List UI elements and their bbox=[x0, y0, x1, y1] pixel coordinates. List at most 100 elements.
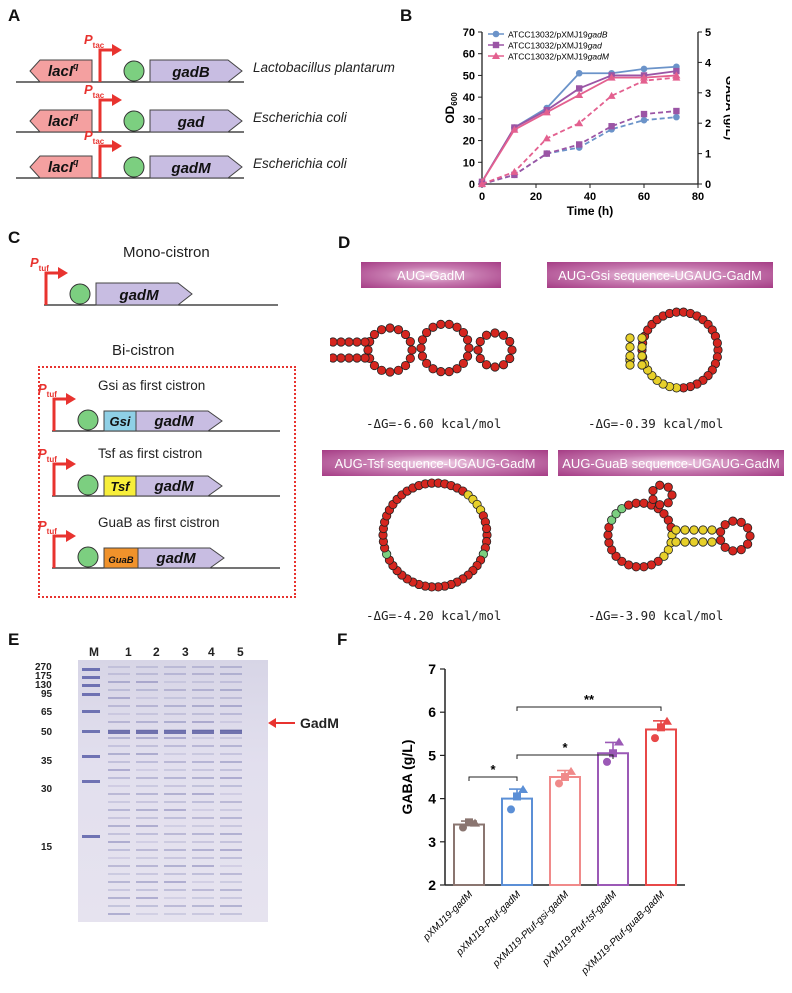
nucleotide-dot bbox=[716, 527, 726, 537]
marker-band bbox=[82, 835, 100, 838]
nucleotide-dot bbox=[743, 523, 753, 533]
protein-band bbox=[192, 753, 214, 755]
promoter-label: Ptac bbox=[84, 82, 105, 100]
protein-band bbox=[108, 697, 130, 699]
data-point bbox=[492, 41, 500, 49]
protein-band bbox=[108, 817, 130, 819]
protein-band bbox=[164, 881, 186, 883]
nucleotide-dot bbox=[352, 353, 362, 363]
gadm-band bbox=[108, 730, 130, 734]
replicate-point bbox=[603, 757, 611, 766]
nucleotide-dot bbox=[604, 538, 614, 548]
protein-band bbox=[220, 905, 242, 907]
y-tick-label: 2 bbox=[428, 877, 436, 893]
nucleotide-dot bbox=[352, 337, 362, 347]
structure-title-bar: AUG-Tsf sequence-UGAUG-GadM bbox=[322, 450, 548, 476]
protein-band bbox=[136, 849, 158, 851]
nucleotide-dot bbox=[625, 360, 635, 370]
gene-label: gad bbox=[177, 114, 206, 131]
significance-label: * bbox=[490, 762, 496, 777]
marker-size-label: 175 bbox=[35, 671, 52, 682]
nucleotide-dot bbox=[400, 329, 411, 340]
protein-band bbox=[108, 761, 130, 763]
nucleotide-dot bbox=[625, 351, 635, 361]
panel-label-f: F bbox=[337, 630, 348, 649]
data-point bbox=[510, 167, 519, 175]
marker-band bbox=[82, 755, 100, 758]
protein-band bbox=[136, 697, 158, 699]
bi-cistron-title: Bi-cistron bbox=[112, 342, 175, 359]
nucleotide-dot bbox=[452, 322, 462, 332]
protein-band bbox=[220, 713, 242, 715]
data-point bbox=[478, 180, 486, 187]
y2-tick-label: 3 bbox=[705, 88, 711, 100]
promoter-arrow-icon bbox=[52, 534, 68, 568]
protein-band bbox=[192, 769, 214, 771]
protein-band bbox=[192, 905, 214, 907]
protein-band bbox=[220, 873, 242, 875]
nucleotide-dot bbox=[393, 325, 404, 335]
species-label: Escherichia coli bbox=[253, 110, 347, 125]
nucleotide-dot bbox=[680, 537, 690, 547]
laci-label: lacIq bbox=[48, 111, 79, 130]
protein-band bbox=[192, 809, 214, 811]
protein-band bbox=[136, 817, 158, 819]
protein-band bbox=[136, 705, 158, 707]
cistron-caption: Gsi as first cistron bbox=[98, 378, 206, 393]
nucleotide-dot bbox=[689, 525, 699, 535]
data-point bbox=[542, 134, 551, 142]
cistron-caption: Tsf as first cistron bbox=[98, 446, 203, 461]
free-energy-label: -ΔG=-4.20 kcal/mol bbox=[366, 608, 502, 623]
nucleotide-dot bbox=[458, 358, 468, 369]
marker-band bbox=[82, 676, 100, 679]
replicate-point bbox=[470, 818, 480, 827]
nucleotide-dot bbox=[416, 343, 426, 353]
protein-band bbox=[192, 793, 214, 795]
promoter-label: Ptuf bbox=[38, 381, 57, 399]
laci-label: lacIq bbox=[48, 157, 79, 176]
protein-band bbox=[220, 689, 242, 691]
laci-gene-arrow bbox=[29, 59, 93, 83]
protein-band bbox=[192, 705, 214, 707]
structure-title-bar: AUG-GadM bbox=[361, 262, 501, 288]
data-point bbox=[673, 67, 680, 75]
protein-band bbox=[164, 801, 186, 803]
nucleotide-dot bbox=[462, 351, 473, 361]
marker-size-label: 35 bbox=[41, 756, 53, 767]
nucleotide-dot bbox=[481, 523, 492, 534]
nucleotide-dot bbox=[422, 327, 432, 338]
promoter-label: Ptac bbox=[84, 128, 105, 146]
nucleotide-dot bbox=[659, 509, 669, 519]
protein-band bbox=[192, 825, 214, 827]
nucleotide-dot bbox=[631, 498, 641, 508]
nucleotide-dot bbox=[671, 537, 681, 547]
protein-band bbox=[108, 849, 130, 851]
protein-band bbox=[192, 721, 214, 723]
promoter-arrowhead-icon bbox=[112, 94, 122, 106]
replicate-point bbox=[507, 805, 515, 814]
replicate-point bbox=[518, 784, 528, 793]
nucleotide-dot bbox=[405, 336, 415, 347]
nucleotide-dot bbox=[405, 353, 415, 364]
replicate-point bbox=[465, 818, 473, 827]
marker-size-label: 65 bbox=[41, 707, 53, 718]
nucleotide-dot bbox=[330, 353, 338, 363]
nucleotide-dot bbox=[689, 537, 699, 547]
gene-label: gadM bbox=[153, 413, 194, 430]
y2-tick-label: 2 bbox=[705, 118, 711, 130]
data-point bbox=[492, 52, 500, 59]
replicate-point bbox=[555, 779, 563, 788]
nucleotide-dot bbox=[498, 330, 509, 340]
x-tick-label: 40 bbox=[584, 191, 596, 203]
protein-band bbox=[192, 873, 214, 875]
protein-band bbox=[164, 713, 186, 715]
nucleotide-dot bbox=[360, 353, 370, 363]
protein-band bbox=[136, 833, 158, 835]
lane-label: 3 bbox=[182, 645, 189, 659]
data-point bbox=[640, 110, 648, 118]
data-series bbox=[478, 67, 680, 186]
protein-band bbox=[136, 666, 158, 668]
protein-band bbox=[220, 737, 242, 739]
protein-band bbox=[220, 673, 242, 675]
y-tick-label: 7 bbox=[428, 661, 436, 677]
